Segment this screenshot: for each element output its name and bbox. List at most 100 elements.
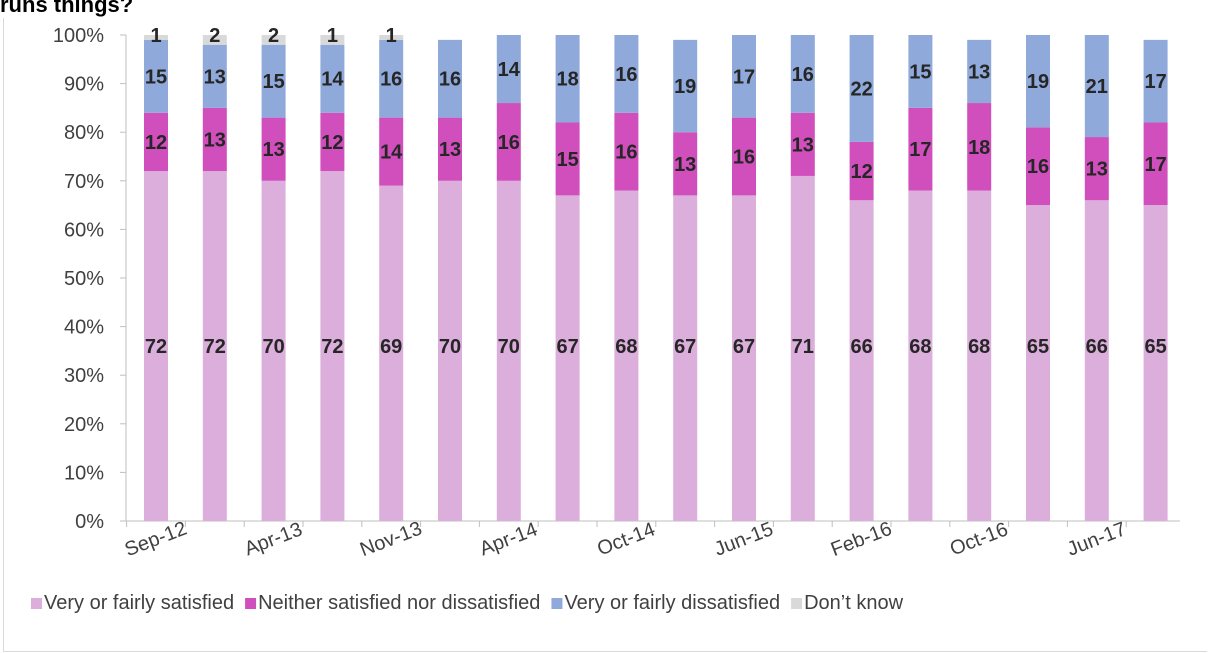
legend-label: Very or fairly dissatisfied — [564, 592, 780, 614]
bar-segment — [614, 112, 639, 191]
data-label: 15 — [262, 71, 284, 93]
y-tick-label: 80% — [64, 122, 104, 144]
bar-segment — [732, 195, 756, 521]
bar-segment — [438, 39, 462, 118]
bar-segment — [614, 35, 639, 113]
bar-segment — [614, 190, 639, 521]
data-label: 13 — [204, 66, 226, 88]
legend-item: Very or fairly dissatisfied — [551, 592, 780, 614]
bar-segment — [732, 117, 756, 196]
bar-segment — [202, 107, 227, 172]
data-label: 70 — [439, 336, 461, 358]
bar-segment — [908, 107, 933, 191]
bar-segment — [320, 44, 345, 113]
legend-item: Very or fairly satisfied — [31, 592, 234, 614]
data-label: 18 — [556, 69, 578, 91]
bar-segment — [1026, 127, 1050, 206]
bar-segment — [261, 44, 286, 118]
bar-segment — [555, 122, 580, 196]
bar-segment — [261, 180, 286, 522]
bar-segment — [732, 35, 756, 118]
data-label: 16 — [1027, 156, 1049, 178]
data-label: 18 — [968, 137, 990, 159]
x-tick-label: Oct-14 — [594, 518, 658, 560]
y-tick-label: 10% — [64, 462, 104, 484]
bar-segment — [379, 39, 404, 118]
legend-swatch — [551, 598, 563, 609]
data-label: 13 — [204, 129, 226, 151]
data-label: 69 — [380, 336, 402, 358]
legend-swatch — [245, 598, 257, 609]
legend-label: Neither satisfied nor dissatisfied — [258, 592, 540, 614]
bar-segment — [908, 190, 933, 521]
data-label: 66 — [850, 336, 872, 358]
bar-segment — [555, 35, 580, 123]
data-label: 13 — [674, 154, 696, 176]
bar-segment — [849, 141, 874, 201]
bar-segment — [673, 39, 698, 133]
legend-item: Don’t know — [791, 592, 904, 614]
data-label: 19 — [674, 76, 696, 98]
data-label: 16 — [380, 69, 402, 91]
bar-segment — [144, 171, 168, 521]
y-tick-label: 100% — [53, 25, 104, 47]
legend: Very or fairly satisfied Neither satisfie… — [31, 592, 904, 614]
y-tick-label: 40% — [64, 317, 104, 339]
data-label: 12 — [145, 132, 167, 154]
y-tick-label: 0% — [75, 511, 104, 533]
bar-segment — [144, 112, 168, 172]
bar-segment — [261, 35, 286, 45]
legend-label: Very or fairly satisfied — [44, 592, 234, 614]
chart-title: runs things? — [0, 0, 134, 17]
data-label: 70 — [498, 336, 520, 358]
bar-segment — [379, 35, 404, 40]
data-label: 16 — [792, 64, 814, 86]
x-tick-label: Oct-16 — [947, 518, 1011, 560]
data-label: 65 — [1027, 336, 1049, 358]
data-label: 15 — [556, 149, 578, 171]
data-label: 72 — [145, 336, 167, 358]
x-tick-label: Apr-13 — [241, 518, 305, 560]
data-label: 2 — [209, 25, 220, 47]
y-tick-label: 60% — [64, 219, 104, 241]
bar-segment — [496, 35, 521, 104]
bar-segment — [202, 171, 227, 521]
data-label: 67 — [556, 336, 578, 358]
bar-segment — [320, 171, 345, 521]
bar-segment — [144, 39, 168, 113]
bar-segment — [379, 117, 404, 186]
x-tick-label: Jun-15 — [711, 518, 776, 560]
data-label: 66 — [1086, 336, 1108, 358]
bar-segment — [1143, 205, 1168, 521]
bar-segment — [790, 175, 815, 521]
data-label: 13 — [968, 61, 990, 83]
data-label: 17 — [733, 66, 755, 88]
bar-segment — [202, 35, 227, 45]
data-label: 16 — [439, 69, 461, 91]
data-label: 67 — [733, 336, 755, 358]
y-tick-label: 50% — [64, 268, 104, 290]
bar-segment — [908, 35, 933, 108]
bar-segment — [967, 39, 992, 104]
x-tick-label: Apr-14 — [477, 518, 541, 560]
bar-segment — [202, 44, 227, 108]
x-tick-label: Nov-13 — [357, 518, 425, 562]
bar-segment — [1026, 35, 1050, 128]
bar-segment — [438, 180, 462, 522]
bar-segment — [261, 117, 286, 181]
legend-swatch — [791, 598, 803, 609]
data-label: 68 — [968, 336, 990, 358]
legend-swatch — [31, 598, 42, 609]
bar-segment — [849, 200, 874, 522]
data-label: 16 — [615, 64, 637, 86]
data-label: 16 — [615, 142, 637, 164]
data-label: 67 — [674, 336, 696, 358]
y-tick-label: 30% — [64, 365, 104, 387]
bar-segment — [438, 117, 462, 181]
bar-segment — [320, 35, 345, 45]
data-label: 14 — [380, 142, 403, 164]
data-label: 1 — [327, 25, 338, 47]
data-label: 17 — [1144, 71, 1166, 93]
x-tick-label: Jun-17 — [1064, 518, 1129, 560]
bar-segment — [790, 112, 815, 176]
